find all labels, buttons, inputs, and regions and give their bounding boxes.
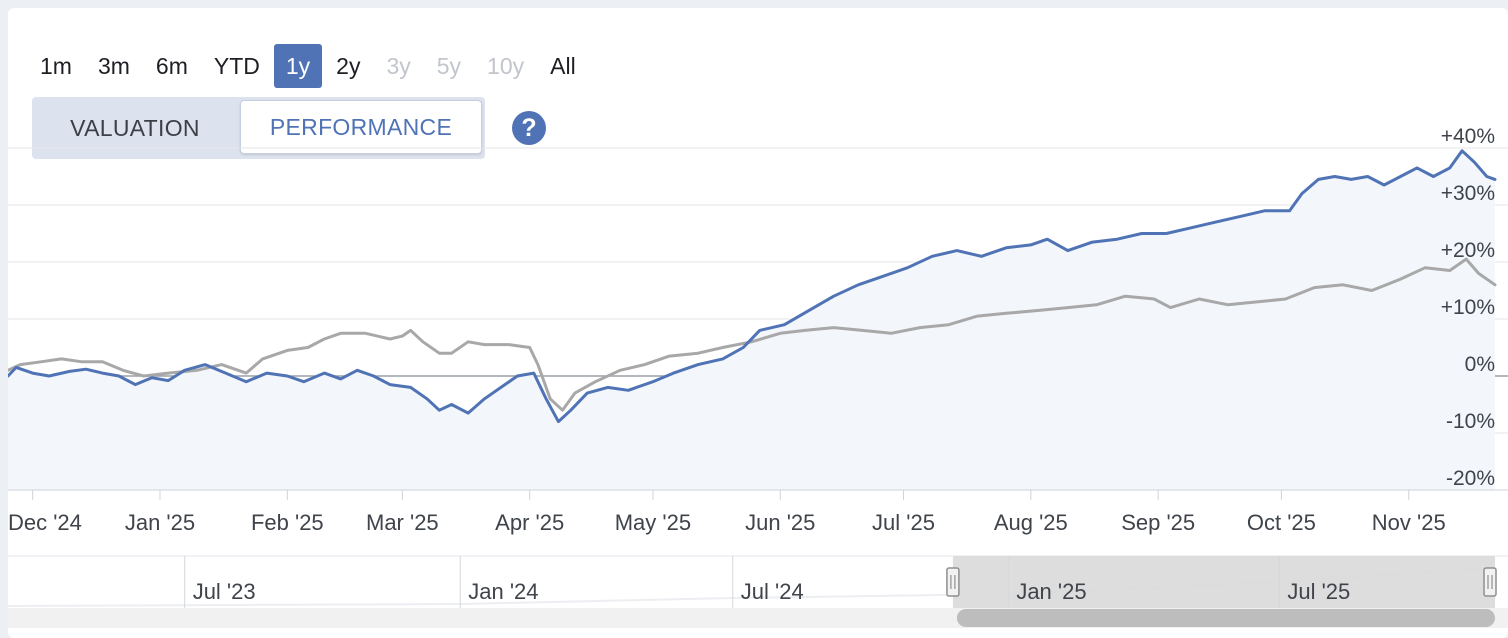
range-button-10y: 10y bbox=[487, 53, 525, 79]
range-selector: 1m 3m 6m YTD 1y 2y 3y 5y 10y All bbox=[28, 44, 590, 88]
x-tick-label: Jun '25 bbox=[745, 510, 815, 535]
x-tick-label: Jul '25 bbox=[872, 510, 935, 535]
navigator-left-handle-body bbox=[946, 567, 960, 597]
x-tick-label: Dec '24 bbox=[8, 510, 82, 535]
range-button-3m[interactable]: 3m bbox=[97, 53, 130, 79]
tab-performance[interactable]: PERFORMANCE bbox=[240, 100, 482, 154]
navigator-right-handle-body bbox=[1483, 567, 1497, 597]
x-tick-label: Aug '25 bbox=[994, 510, 1068, 535]
x-tick-label: Feb '25 bbox=[251, 510, 324, 535]
range-button-1y[interactable]: 1y bbox=[273, 44, 323, 88]
y-tick-label: 0% bbox=[1465, 353, 1495, 376]
range-button-ytd[interactable]: YTD bbox=[213, 53, 260, 79]
navigator-tick-label: Jul '24 bbox=[741, 579, 804, 604]
scrollbar-track bbox=[8, 608, 1508, 628]
y-tick-label: +20% bbox=[1441, 239, 1495, 262]
x-tick-label: Oct '25 bbox=[1247, 510, 1316, 535]
navigator-tick-label: Jul '23 bbox=[193, 579, 256, 604]
x-tick-label: Apr '25 bbox=[495, 510, 564, 535]
range-button-3y: 3y bbox=[386, 53, 411, 79]
range-button-5y: 5y bbox=[436, 53, 462, 79]
tab-valuation[interactable]: VALUATION bbox=[70, 115, 200, 141]
primary-series-line bbox=[8, 149, 1497, 424]
range-button-1m[interactable]: 1m bbox=[40, 53, 72, 79]
scrollbar-thumb[interactable] bbox=[956, 609, 1495, 627]
benchmark-series-line bbox=[8, 257, 1497, 412]
primary-area-fill bbox=[8, 150, 1495, 491]
range-button-all[interactable]: All bbox=[550, 53, 576, 79]
help-icon[interactable]: ? bbox=[512, 111, 546, 145]
navigator-trend-line bbox=[8, 567, 1496, 607]
y-tick-label: +40% bbox=[1441, 125, 1495, 148]
navigator-right-handle[interactable] bbox=[1483, 567, 1497, 597]
x-tick-label: Jan '25 bbox=[125, 510, 195, 535]
navigator-selected-range bbox=[952, 556, 1495, 608]
chart-card: 1m 3m 6m YTD 1y 2y 3y 5y 10y All VALUATION PERFOR… bbox=[8, 8, 1508, 638]
y-tick-label: +10% bbox=[1441, 296, 1495, 319]
range-button-6m[interactable]: 6m bbox=[155, 53, 188, 79]
navigator-tick-label: Jul '25 bbox=[1287, 579, 1350, 604]
y-tick-label: +30% bbox=[1441, 182, 1495, 205]
navigator-tick-label: Jan '25 bbox=[1016, 579, 1086, 604]
y-tick-label: -10% bbox=[1446, 410, 1495, 433]
x-tick-label: Nov '25 bbox=[1372, 510, 1446, 535]
range-button-2y[interactable]: 2y bbox=[336, 53, 361, 79]
navigator-left-handle[interactable] bbox=[946, 567, 960, 597]
x-tick-label: Sep '25 bbox=[1121, 510, 1195, 535]
view-tabs: VALUATION PERFORMANCE bbox=[32, 97, 485, 159]
navigator-tick-label: Jan '24 bbox=[468, 579, 538, 604]
x-tick-label: May '25 bbox=[615, 510, 691, 535]
y-tick-label: -20% bbox=[1446, 467, 1495, 490]
x-tick-label: Mar '25 bbox=[366, 510, 439, 535]
